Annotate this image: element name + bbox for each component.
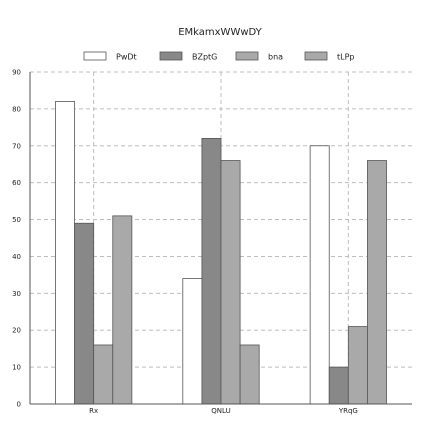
y-tick-label: 30 [12,290,21,298]
y-tick-label: 40 [12,253,21,261]
legend-swatch-PwDt [83,51,107,61]
bar-BZptG-YRqG [328,366,349,405]
bar-bna-Rx [93,344,114,405]
y-tick-label: 10 [12,364,21,372]
legend: PwDt BZptG bna tLPp [83,51,355,62]
y-tick-label: 90 [12,69,21,77]
bar-bna-QNLU [220,160,241,405]
x-tick-label: QNLU [211,407,230,415]
y-tick-label: 20 [12,327,21,335]
legend-swatch-bna [235,51,259,61]
bar-PwDt-QNLU [182,278,203,405]
bar-tLPp-QNLU [239,344,260,405]
legend-label-tLPp: tLPp [337,53,355,62]
bar-PwDt-Rx [55,101,75,405]
bar-BZptG-QNLU [201,137,222,405]
x-tick-label: YRqG [338,407,358,415]
legend-label-bna: bna [268,53,283,62]
y-tick-label: 0 [17,401,21,409]
bar-tLPp-YRqG [367,160,387,405]
legend-swatch-BZptG [159,51,183,61]
chart-title: EMkamxWWwDY [178,27,262,38]
x-tick-label: Rx [89,407,98,415]
bar-PwDt-YRqG [309,145,330,405]
bar-bna-YRqG [347,326,368,405]
tick-labels: 0 10 20 30 40 50 60 70 80 90 Rx QNLU YRqG [12,69,358,416]
axes [29,72,412,405]
legend-label-PwDt: PwDt [116,53,137,62]
y-tick-label: 50 [12,216,21,224]
bar-tLPp-Rx [112,215,133,405]
y-tick-label: 80 [12,105,21,113]
legend-swatch-tLPp [304,51,328,61]
bars [55,101,387,405]
legend-label-BZptG: BZptG [192,53,217,62]
bar-BZptG-Rx [74,222,95,405]
y-tick-label: 70 [12,142,21,150]
y-tick-label: 60 [12,179,21,187]
